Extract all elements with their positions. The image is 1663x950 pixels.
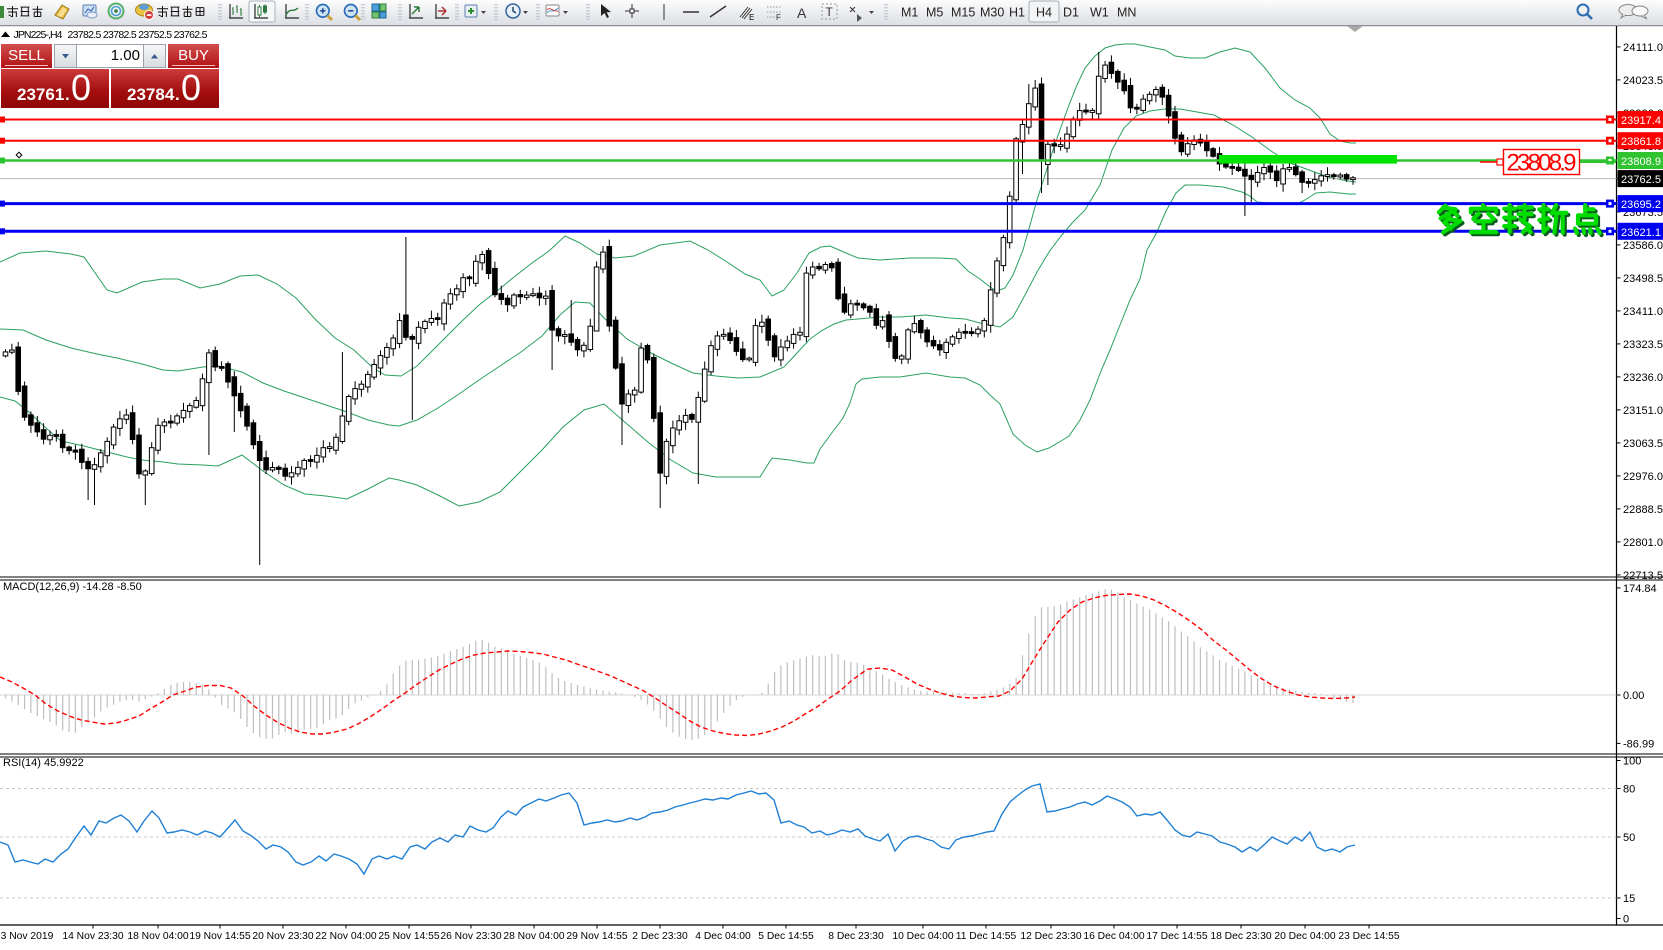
svg-text:M1: M1	[901, 6, 918, 20]
svg-text:12 Dec 23:30: 12 Dec 23:30	[1020, 931, 1082, 942]
svg-text:JPN225-,H4: JPN225-,H4	[14, 29, 63, 41]
svg-text:20 Nov 23:30: 20 Nov 23:30	[252, 931, 314, 942]
svg-text:18 Dec 23:30: 18 Dec 23:30	[1210, 931, 1272, 942]
svg-text:D1: D1	[1063, 6, 1079, 20]
svg-text:22713.5: 22713.5	[1623, 570, 1663, 582]
svg-text:-86.99: -86.99	[1623, 738, 1654, 750]
svg-text:E: E	[749, 13, 754, 22]
svg-text:24023.5: 24023.5	[1623, 75, 1663, 87]
svg-text:H1: H1	[1009, 6, 1025, 20]
svg-text:0: 0	[1623, 914, 1629, 926]
svg-text:19 Nov 14:55: 19 Nov 14:55	[189, 931, 251, 942]
svg-text:4 Dec 04:00: 4 Dec 04:00	[695, 931, 751, 942]
svg-text:23861.8: 23861.8	[1621, 136, 1661, 148]
svg-text:22888.5: 22888.5	[1623, 504, 1663, 516]
svg-text:16 Dec 04:00: 16 Dec 04:00	[1083, 931, 1145, 942]
svg-text:23151.0: 23151.0	[1623, 405, 1663, 417]
svg-text:20 Dec 04:00: 20 Dec 04:00	[1274, 931, 1336, 942]
svg-text:17 Dec 14:55: 17 Dec 14:55	[1146, 931, 1208, 942]
svg-text:11 Dec 14:55: 11 Dec 14:55	[956, 931, 1017, 942]
svg-text:5 Dec 14:55: 5 Dec 14:55	[758, 931, 814, 942]
svg-text:23762.5: 23762.5	[1621, 174, 1661, 186]
svg-text:23586.0: 23586.0	[1623, 240, 1663, 252]
svg-text:H4: H4	[1036, 6, 1052, 20]
svg-text:23621.1: 23621.1	[1621, 227, 1661, 239]
svg-text:29 Nov 14:55: 29 Nov 14:55	[566, 931, 628, 942]
svg-text:100: 100	[1623, 756, 1641, 768]
svg-text:MN: MN	[1117, 6, 1136, 20]
svg-text:23498.5: 23498.5	[1623, 273, 1663, 285]
svg-text:W1: W1	[1090, 6, 1109, 20]
svg-text:174.84: 174.84	[1623, 583, 1657, 595]
svg-text:23808.9: 23808.9	[1621, 156, 1661, 168]
svg-text:23236.0: 23236.0	[1623, 372, 1663, 384]
svg-text:3 Nov 2019: 3 Nov 2019	[1, 931, 54, 942]
svg-text:25 Nov 14:55: 25 Nov 14:55	[378, 931, 440, 942]
svg-text:28 Nov 04:00: 28 Nov 04:00	[503, 931, 565, 942]
svg-text:23782.5 23782.5 23752.5 23762.: 23782.5 23782.5 23752.5 23762.5	[68, 29, 208, 41]
svg-text:23 Dec 14:55: 23 Dec 14:55	[1338, 931, 1400, 942]
svg-text:23917.4: 23917.4	[1621, 115, 1661, 127]
svg-text:14 Nov 23:30: 14 Nov 23:30	[62, 931, 124, 942]
svg-text:0.00: 0.00	[1623, 690, 1644, 702]
svg-text:22976.0: 22976.0	[1623, 471, 1663, 483]
svg-text:M30: M30	[980, 6, 1004, 20]
svg-text:26 Nov 23:30: 26 Nov 23:30	[440, 931, 502, 942]
svg-text:24111.0: 24111.0	[1623, 42, 1663, 54]
svg-text:MACD(12,26,9) -14.28 -8.50: MACD(12,26,9) -14.28 -8.50	[3, 581, 142, 593]
svg-text:23808.9: 23808.9	[1507, 150, 1577, 177]
svg-text:80: 80	[1623, 784, 1635, 796]
svg-text:23323.5: 23323.5	[1623, 339, 1663, 351]
svg-text:8 Dec 23:30: 8 Dec 23:30	[828, 931, 884, 942]
svg-text:15: 15	[1623, 893, 1635, 905]
svg-text:RSI(14) 45.9922: RSI(14) 45.9922	[3, 757, 84, 769]
svg-text:T: T	[826, 5, 834, 19]
svg-text:M15: M15	[951, 6, 975, 20]
svg-text:F: F	[776, 13, 781, 22]
svg-text:18 Nov 04:00: 18 Nov 04:00	[127, 931, 189, 942]
svg-text:10 Dec 04:00: 10 Dec 04:00	[892, 931, 954, 942]
svg-text:M5: M5	[926, 6, 943, 20]
svg-text:22801.0: 22801.0	[1623, 537, 1663, 549]
svg-text:23695.2: 23695.2	[1621, 199, 1661, 211]
svg-text:2 Dec 23:30: 2 Dec 23:30	[632, 931, 688, 942]
svg-text:23063.5: 23063.5	[1623, 438, 1663, 450]
svg-text:23411.0: 23411.0	[1623, 306, 1663, 318]
svg-text:A: A	[797, 5, 807, 21]
svg-text:22 Nov 04:00: 22 Nov 04:00	[315, 931, 377, 942]
svg-text:50: 50	[1623, 832, 1635, 844]
